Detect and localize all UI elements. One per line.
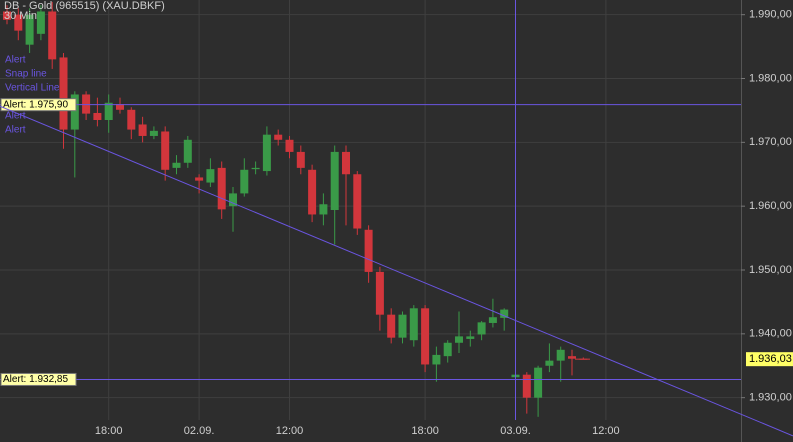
y-tick-label: 1.940,00 <box>749 328 792 340</box>
x-tick-label: 12:00 <box>592 425 620 437</box>
y-tick-label: 1.990,00 <box>749 9 792 21</box>
candle-body <box>285 139 294 152</box>
candle-body <box>534 367 543 398</box>
candle-body <box>36 11 45 34</box>
candle-body <box>545 360 554 366</box>
candle-body <box>342 151 350 175</box>
candle-body <box>217 167 226 210</box>
candle-body <box>274 134 283 140</box>
chart-title: DB - Gold (965515) (XAU.DBKF) <box>4 0 165 12</box>
candle-body <box>432 354 441 365</box>
y-tick-label: 1.970,00 <box>749 136 792 148</box>
candle-body <box>48 11 57 60</box>
candle-body <box>568 356 576 359</box>
candle-body <box>251 167 260 170</box>
alert-label: Alert: 1.975,90 <box>3 99 68 110</box>
candle-body <box>82 94 91 114</box>
object-entry: Vertical Line <box>5 83 60 94</box>
alert-label-box <box>0 372 77 386</box>
object-entry: Alert <box>5 125 26 136</box>
candle-body <box>296 151 305 168</box>
object-entry: Snap line <box>5 69 47 80</box>
candle-body <box>262 134 271 172</box>
y-tick-label: 1.950,00 <box>749 264 792 276</box>
candle-body <box>330 151 339 210</box>
candle-body <box>319 204 328 215</box>
candle-body <box>59 57 68 130</box>
candle-body <box>183 139 192 163</box>
alert-label-box <box>0 98 77 112</box>
y-tick-label: 1.930,00 <box>749 392 792 404</box>
y-tick-label: 1.960,00 <box>749 200 792 212</box>
candle-body <box>116 104 124 110</box>
object-entry: Alert <box>5 111 26 122</box>
x-tick-label: 18:00 <box>95 425 123 437</box>
object-entry: Alert <box>5 55 26 66</box>
candle-body <box>556 349 565 361</box>
candle-body <box>172 162 181 168</box>
candle-body <box>409 308 418 341</box>
candle-body <box>308 169 317 215</box>
candle-body <box>466 336 475 339</box>
candle-body <box>3 11 11 20</box>
candle-body <box>477 322 486 335</box>
candle-body <box>14 14 23 31</box>
candle-body <box>161 131 170 170</box>
candle-body <box>206 169 215 183</box>
candle-body <box>93 112 102 120</box>
x-tick-label: 03.09. <box>500 425 531 437</box>
candle-body <box>500 309 509 318</box>
candle-body <box>443 342 452 357</box>
x-tick-label: 12:00 <box>276 425 304 437</box>
y-tick-label: 1.980,00 <box>749 72 792 84</box>
candle-body <box>127 109 136 130</box>
candle-body <box>375 271 384 315</box>
candle-body <box>149 130 158 136</box>
x-tick-label: 02.09. <box>184 425 215 437</box>
candle-body <box>195 177 204 181</box>
last-price-label: 1.936,03 <box>749 353 792 365</box>
candle-body <box>138 124 147 136</box>
alert-label: Alert: 1.932,85 <box>3 374 68 385</box>
candle-body <box>25 14 34 45</box>
candle-body <box>364 229 373 272</box>
candle-body <box>353 174 362 229</box>
trend-line <box>0 105 793 437</box>
candle-body <box>455 336 463 343</box>
candle-body <box>421 308 430 365</box>
candle-body <box>398 314 407 338</box>
candle-body <box>240 169 249 194</box>
candle-body <box>70 94 79 130</box>
candle-body <box>488 317 497 323</box>
candle-body <box>104 102 113 120</box>
x-tick-label: 18:00 <box>411 425 439 437</box>
candle-body <box>387 314 396 338</box>
candle-body <box>522 374 531 398</box>
chart-subtitle: 30 Min <box>4 10 37 22</box>
candle-body <box>229 193 237 207</box>
last-price-box <box>746 352 793 367</box>
